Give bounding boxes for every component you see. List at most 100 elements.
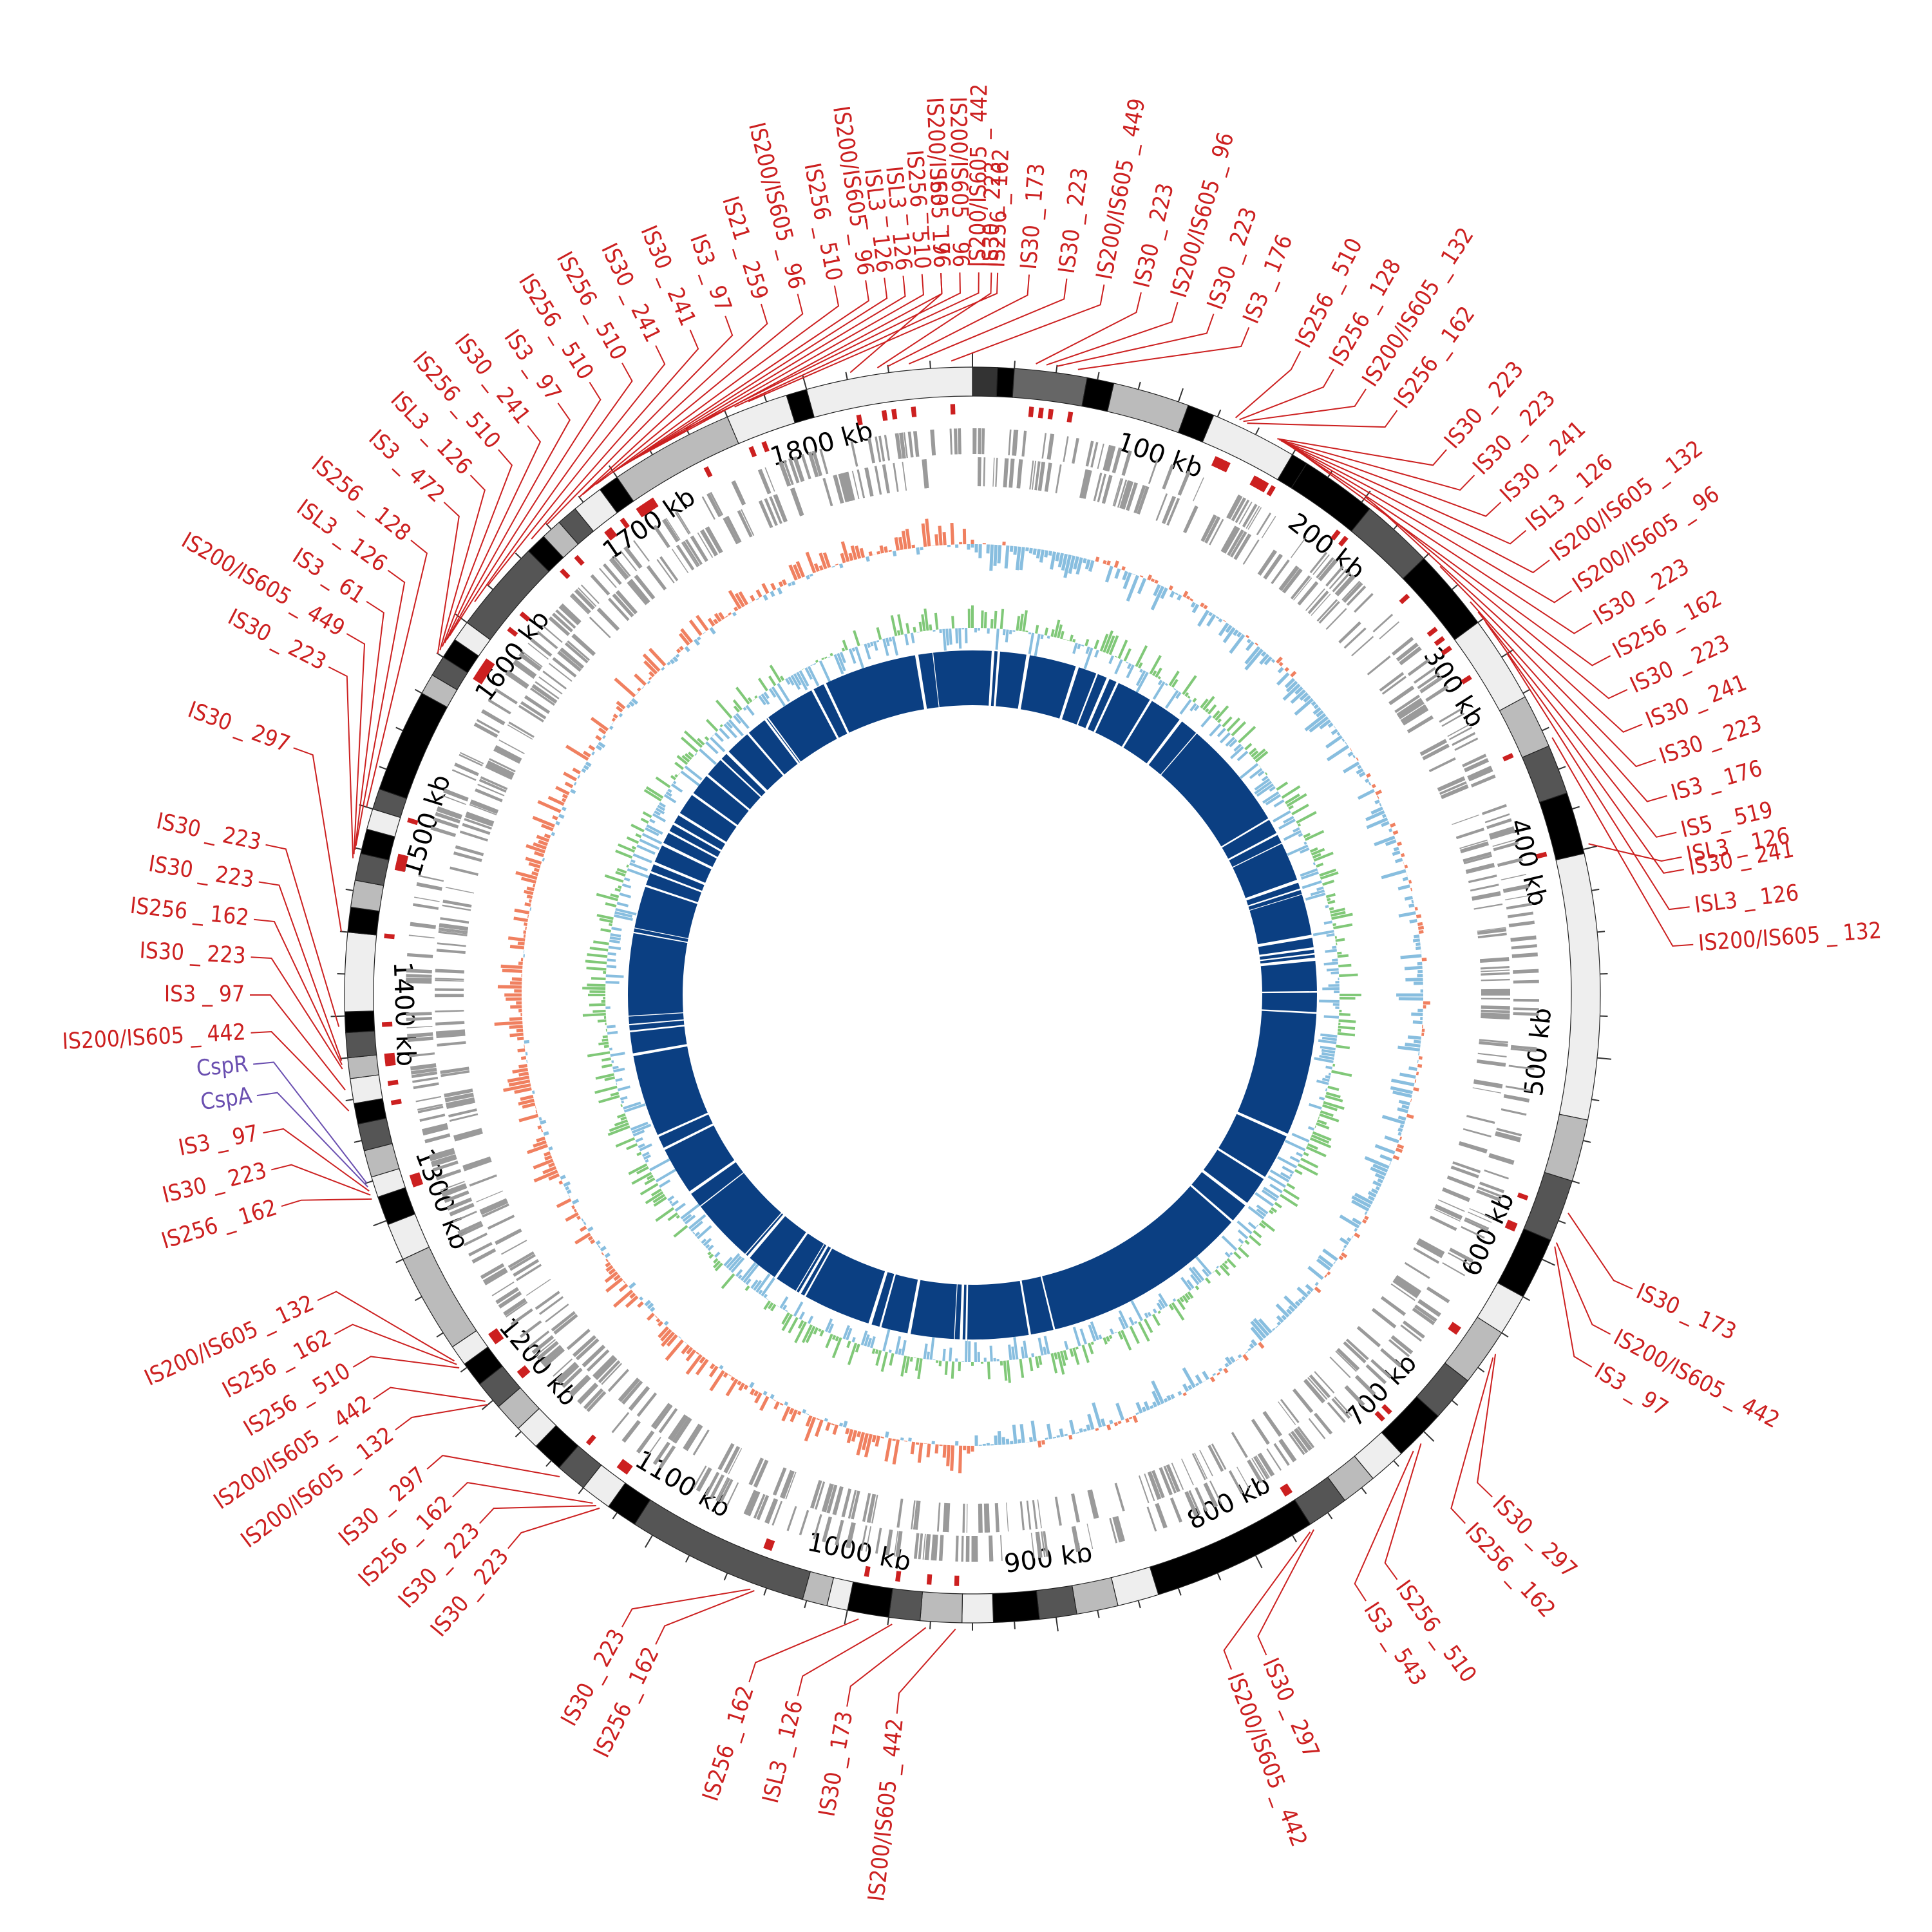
contig-block [347, 906, 380, 936]
gene-feature [779, 1470, 793, 1499]
gene-feature [1222, 526, 1240, 554]
gene-feature [717, 1477, 731, 1502]
minor-tick [1255, 427, 1260, 435]
gene-feature [676, 544, 695, 571]
major-tick [1423, 1431, 1435, 1442]
is-element-mark [1028, 406, 1034, 417]
gene-feature [1043, 1531, 1049, 1557]
gene-feature [1489, 826, 1515, 838]
gene-feature [422, 1122, 448, 1133]
gene-feature [1251, 1419, 1270, 1444]
gene-feature [1390, 1283, 1416, 1302]
leader-line [686, 272, 961, 430]
gene-feature [710, 1474, 724, 1499]
gene-feature [1510, 1048, 1537, 1053]
is-element-mark [384, 1052, 395, 1059]
gene-feature [1477, 927, 1506, 932]
gene-feature [469, 800, 498, 815]
gene-feature [1055, 464, 1062, 493]
gene-feature [1407, 658, 1430, 676]
gene-feature [498, 1291, 522, 1309]
gene-feature [848, 1490, 857, 1519]
gene-feature [424, 1133, 451, 1144]
gene-feature [1513, 998, 1539, 1002]
is-element-mark [926, 1574, 933, 1585]
leader-line [474, 363, 633, 603]
gene-feature [731, 480, 746, 506]
gene-label: CspR [195, 1051, 249, 1082]
minor-tick [1217, 1573, 1222, 1581]
gene-feature [1211, 1443, 1227, 1470]
gc-skew-negative [523, 544, 1424, 1446]
contig-block [1012, 368, 1088, 407]
leader-line [1046, 301, 1179, 366]
gene-feature [1199, 1450, 1213, 1477]
coding-density-gap [1259, 957, 1317, 967]
gene-feature [1282, 568, 1303, 594]
gene-feature [833, 475, 844, 504]
gene-feature [1480, 958, 1510, 963]
gene-feature [1379, 672, 1405, 692]
is-element-label: IS200/IS605 _ 442 [965, 84, 992, 268]
is-element-mark [639, 504, 649, 515]
gene-feature [505, 670, 529, 688]
gene-feature [1114, 1515, 1126, 1542]
is-element-mark [642, 502, 652, 513]
leader-line [253, 1061, 368, 1184]
gene-feature [412, 903, 439, 910]
gene-feature [1093, 472, 1103, 502]
gene-feature [811, 450, 822, 477]
gene-feature [1112, 1517, 1122, 1543]
is-element-mark [607, 527, 618, 538]
leader-line [620, 276, 906, 468]
gene-feature [620, 550, 638, 572]
gene-feature [1477, 928, 1507, 935]
gene-feature [562, 1367, 583, 1388]
gene-feature [1413, 1247, 1440, 1264]
is-element-mark [1047, 408, 1054, 420]
leader-line [346, 633, 366, 855]
gene-feature [810, 1480, 822, 1509]
minor-tick [763, 394, 768, 402]
is-element-mark [645, 499, 656, 511]
gene-feature [1314, 1371, 1335, 1394]
gene-feature [1466, 1115, 1495, 1124]
gene-feature [1336, 1348, 1360, 1371]
gene-feature [439, 924, 468, 931]
gene-feature [1476, 1191, 1501, 1202]
leader-line [293, 747, 342, 932]
gene-feature [564, 642, 589, 664]
gene-feature [1473, 1080, 1503, 1089]
leader-line [531, 329, 699, 540]
gene-feature [1054, 1496, 1062, 1526]
is-element-mark [1331, 529, 1341, 541]
gene-feature [769, 496, 782, 524]
gene-feature [476, 1190, 504, 1203]
gene-feature [1382, 676, 1406, 695]
gene-feature [1492, 838, 1518, 848]
gene-feature [799, 1510, 810, 1535]
contig-block [1523, 1171, 1573, 1241]
gene-feature [1402, 1320, 1425, 1339]
gene-feature [1162, 464, 1175, 489]
is-element-label: IS30 _ 173 [1016, 162, 1050, 270]
gene-feature [1429, 1215, 1457, 1231]
is-element-label: IS3 _ 97 [176, 1121, 260, 1161]
gene-feature [670, 1416, 688, 1441]
gene-feature [808, 451, 819, 478]
gene-feature [438, 929, 468, 934]
contig-block [1036, 1585, 1077, 1620]
leader-line [612, 280, 869, 473]
is-element-mark [387, 1079, 399, 1086]
gene-feature [1202, 515, 1217, 542]
gene-feature [1334, 1396, 1352, 1417]
minor-tick [887, 1617, 890, 1625]
gene-feature [654, 525, 670, 548]
gene-feature [871, 1494, 878, 1524]
gene-feature [1506, 902, 1532, 910]
gene-feature [542, 625, 563, 643]
gene-feature [1191, 1453, 1206, 1481]
gene-feature [646, 565, 667, 591]
coding-density-gap [1248, 893, 1303, 911]
is-element-mark [604, 529, 614, 541]
